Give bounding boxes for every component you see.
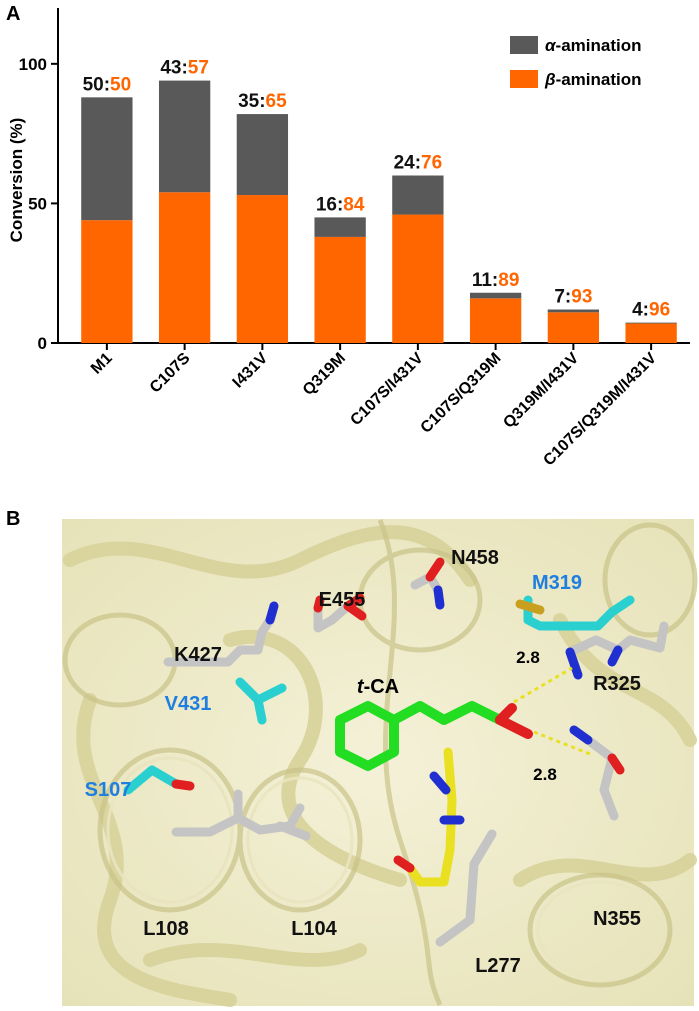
ratio-label: 7:93 (554, 287, 592, 308)
x-tick-label: C107S/I431V (347, 350, 427, 430)
bar-alpha-amination (314, 217, 366, 237)
x-tick-label: M1 (88, 350, 116, 378)
ratio-label: 50:50 (83, 74, 132, 95)
legend-entry: β-amination (544, 70, 642, 89)
x-tick-label: Q319M/I431V (500, 350, 582, 432)
ratio-label: 16:84 (316, 194, 365, 215)
y-axis-label: Conversion (%) (7, 118, 26, 243)
legend-swatch (510, 36, 538, 54)
bar-beta-amination (236, 195, 289, 343)
bar-alpha-amination (236, 114, 289, 196)
bar-alpha-amination (158, 80, 211, 193)
ratio-label: 35:65 (238, 91, 287, 112)
y-tick-label: 0 (38, 334, 47, 353)
bar-beta-amination (81, 220, 133, 343)
ligand-label: t-CA (357, 676, 399, 698)
bar-alpha-amination (469, 292, 522, 299)
distance-label-1: 2.8 (516, 648, 540, 667)
residue-label-e455: E455 (319, 589, 366, 611)
structure-image: N458 M319 E455 K427 R325 V431 S107 L108 L104 N355… (62, 519, 698, 1007)
ratio-label: 24:76 (394, 153, 443, 174)
x-tick-label: I431V (230, 350, 272, 392)
panel-b-letter: B (6, 508, 20, 530)
x-tick-label: Q319M (300, 350, 349, 399)
ratio-label: 11:89 (472, 270, 520, 291)
bar-beta-amination (469, 298, 522, 343)
bar-alpha-amination (547, 309, 600, 313)
bar-beta-amination (392, 214, 444, 343)
legend: α-amination β-amination (510, 36, 642, 89)
ratio-label: 43:57 (160, 58, 209, 79)
residue-label-l108: L108 (143, 918, 189, 940)
bar-alpha-amination (392, 175, 444, 215)
panel-a-letter: A (6, 3, 20, 25)
y-tick-label: 100 (19, 55, 47, 74)
bar-beta-amination (547, 312, 600, 343)
bar-beta-amination (314, 236, 366, 343)
residue-label-v431: V431 (165, 693, 212, 715)
residue-label-s107: S107 (85, 779, 132, 801)
residue-label-n458: N458 (451, 547, 499, 569)
x-tick-label: C107S (147, 350, 194, 397)
bar-beta-amination (625, 323, 677, 343)
x-tick-label: C107S/Q319M (418, 350, 505, 437)
residue-label-l277: L277 (475, 955, 521, 977)
bar-beta-amination (158, 192, 211, 343)
residue-label-m319: M319 (532, 572, 582, 594)
residue-label-k427: K427 (174, 644, 222, 666)
chart-a: 0 50 100 M1 50:50 C107S 43:57 I431V 35:65 Q319M 16… (19, 8, 690, 469)
y-tick-label: 50 (28, 194, 47, 213)
ratio-label: 4:96 (632, 300, 670, 321)
bar-alpha-amination (81, 97, 133, 221)
distance-label-2: 2.8 (533, 765, 557, 784)
bar-alpha-amination (625, 322, 677, 324)
residue-label-n355: N355 (593, 908, 641, 930)
legend-entry: α-amination (545, 36, 642, 55)
legend-swatch (510, 70, 538, 88)
residue-label-r325: R325 (593, 673, 641, 695)
residue-label-l104: L104 (291, 918, 337, 940)
